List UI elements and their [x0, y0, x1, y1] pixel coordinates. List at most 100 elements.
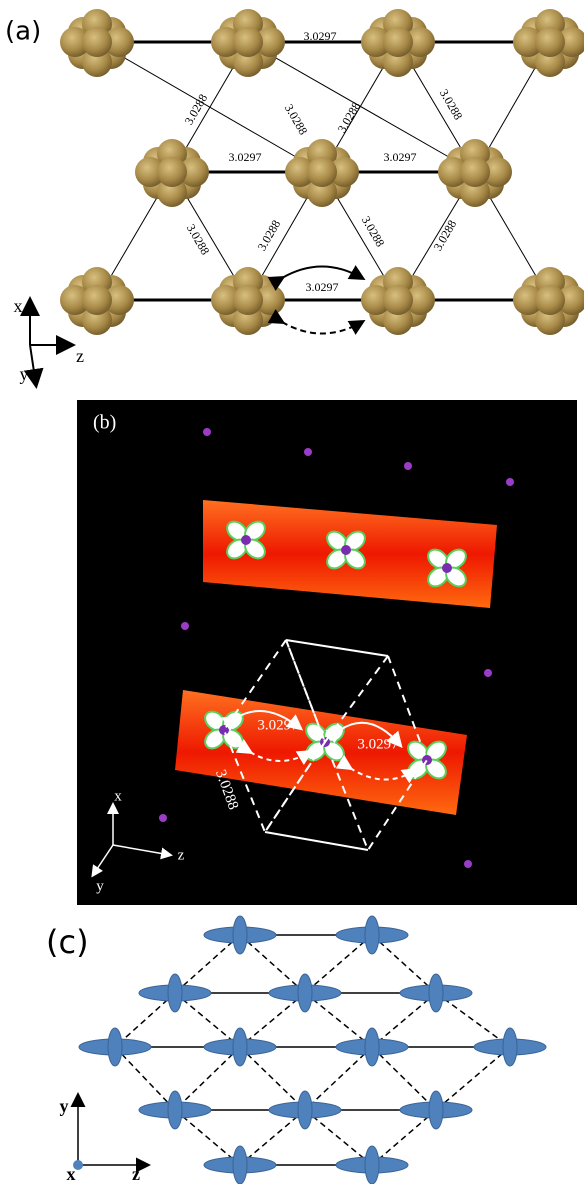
cluster-lobe [405, 285, 435, 315]
orbital [326, 530, 366, 570]
bond-line [304, 1046, 373, 1111]
cluster-lobe [535, 27, 565, 57]
distance-label: 3.0297 [384, 150, 417, 164]
cluster-lobe [460, 157, 490, 187]
cluster-lobe [482, 157, 512, 187]
bond-line [371, 1109, 437, 1166]
bond-line [174, 1109, 241, 1166]
arrow [325, 721, 403, 749]
arrow [221, 710, 304, 732]
cluster [60, 9, 134, 77]
cluster-lobe [233, 27, 263, 57]
bond-line [239, 934, 306, 994]
atom [484, 669, 492, 677]
orbital-lobe [232, 1027, 248, 1067]
atom [159, 814, 167, 822]
distance-label: 3.0288 [431, 218, 460, 254]
cluster [361, 9, 435, 77]
distance-label: 3.0288 [182, 92, 211, 128]
cluster-lobe [60, 27, 90, 57]
cluster-lobe [104, 285, 134, 315]
orbital [226, 520, 266, 560]
atom [181, 622, 189, 630]
bond-line [239, 992, 306, 1048]
cluster-lobe [135, 157, 165, 187]
cluster [135, 139, 209, 207]
arrow [267, 265, 366, 291]
orbital-lobe [232, 915, 248, 955]
orbital-lobe [502, 1027, 518, 1067]
distance-label: 3.0297 [306, 280, 339, 294]
cluster-lobe [285, 157, 315, 187]
cluster-lobe [179, 157, 209, 187]
distance-label: 3.0297 [229, 150, 262, 164]
panel-a: 3.0297 3.0288 3.0288 3.0288 3.0288 3.0297 3.02… [5, 9, 584, 389]
cluster-lobe [255, 285, 285, 315]
cell-line [264, 831, 369, 851]
cluster-lobe [60, 285, 90, 315]
axis-label: z [132, 1164, 140, 1184]
cluster-lobe [233, 285, 263, 315]
cluster-lobe [307, 157, 337, 187]
bond-line [174, 1046, 241, 1111]
distance-label: 3.0288 [437, 87, 466, 123]
cluster [285, 139, 359, 207]
axis-label: y [60, 1096, 69, 1116]
axis-label: x [14, 296, 23, 316]
orbital-lobe [297, 1090, 313, 1130]
atom [404, 462, 412, 470]
bond-line [174, 934, 241, 994]
atom [341, 545, 351, 555]
axis-label: z [178, 847, 185, 863]
cell-line [222, 639, 327, 835]
cluster [361, 267, 435, 335]
panel-label: (c) [46, 923, 89, 961]
cluster-lobe [157, 157, 187, 187]
distance-label: 3.0288 [255, 218, 284, 254]
distance-label: 3.0288 [335, 100, 364, 136]
arrow [267, 309, 366, 335]
cluster-lobe [535, 285, 565, 315]
cluster [438, 139, 512, 207]
arrow [335, 754, 419, 784]
atom [442, 563, 452, 573]
bond-line [114, 1046, 176, 1111]
bond-line [371, 992, 437, 1048]
cluster-lobe [211, 27, 241, 57]
axis-label: x [114, 788, 122, 804]
orbital-lobe [167, 1090, 183, 1130]
bond-line [371, 934, 437, 994]
cluster-lobe [329, 157, 359, 187]
cell-line [264, 741, 326, 833]
cluster [211, 9, 285, 77]
cell-line [323, 655, 429, 853]
orbital-lobe [364, 1027, 380, 1067]
cluster-lobe [255, 27, 285, 57]
axis-label: z [76, 346, 84, 366]
orbital-lobe [167, 973, 183, 1013]
axis [23, 344, 44, 389]
distance-label: 3.0297 [304, 29, 337, 43]
cell-line [285, 639, 389, 657]
axis [91, 844, 114, 878]
atom [203, 428, 211, 436]
cluster [513, 267, 584, 335]
orbital-lobe [232, 1145, 248, 1184]
cluster-lobe [361, 27, 391, 57]
panel-c: (c) y x z [46, 915, 547, 1184]
distance-label: 3.0288 [184, 222, 213, 258]
bond-line [304, 934, 373, 994]
panel-label: (a) [5, 17, 41, 47]
cluster-lobe [383, 27, 413, 57]
arrow [235, 738, 314, 766]
distance-label: 3.0288 [359, 214, 388, 250]
cluster [513, 9, 584, 77]
orbital-lobe [364, 1145, 380, 1184]
bond-line [247, 41, 476, 173]
cluster-lobe [361, 285, 391, 315]
cluster-lobe [82, 285, 112, 315]
cluster-lobe [383, 285, 413, 315]
distance-label: 3.0288 [282, 102, 311, 138]
bond-line [114, 992, 176, 1048]
